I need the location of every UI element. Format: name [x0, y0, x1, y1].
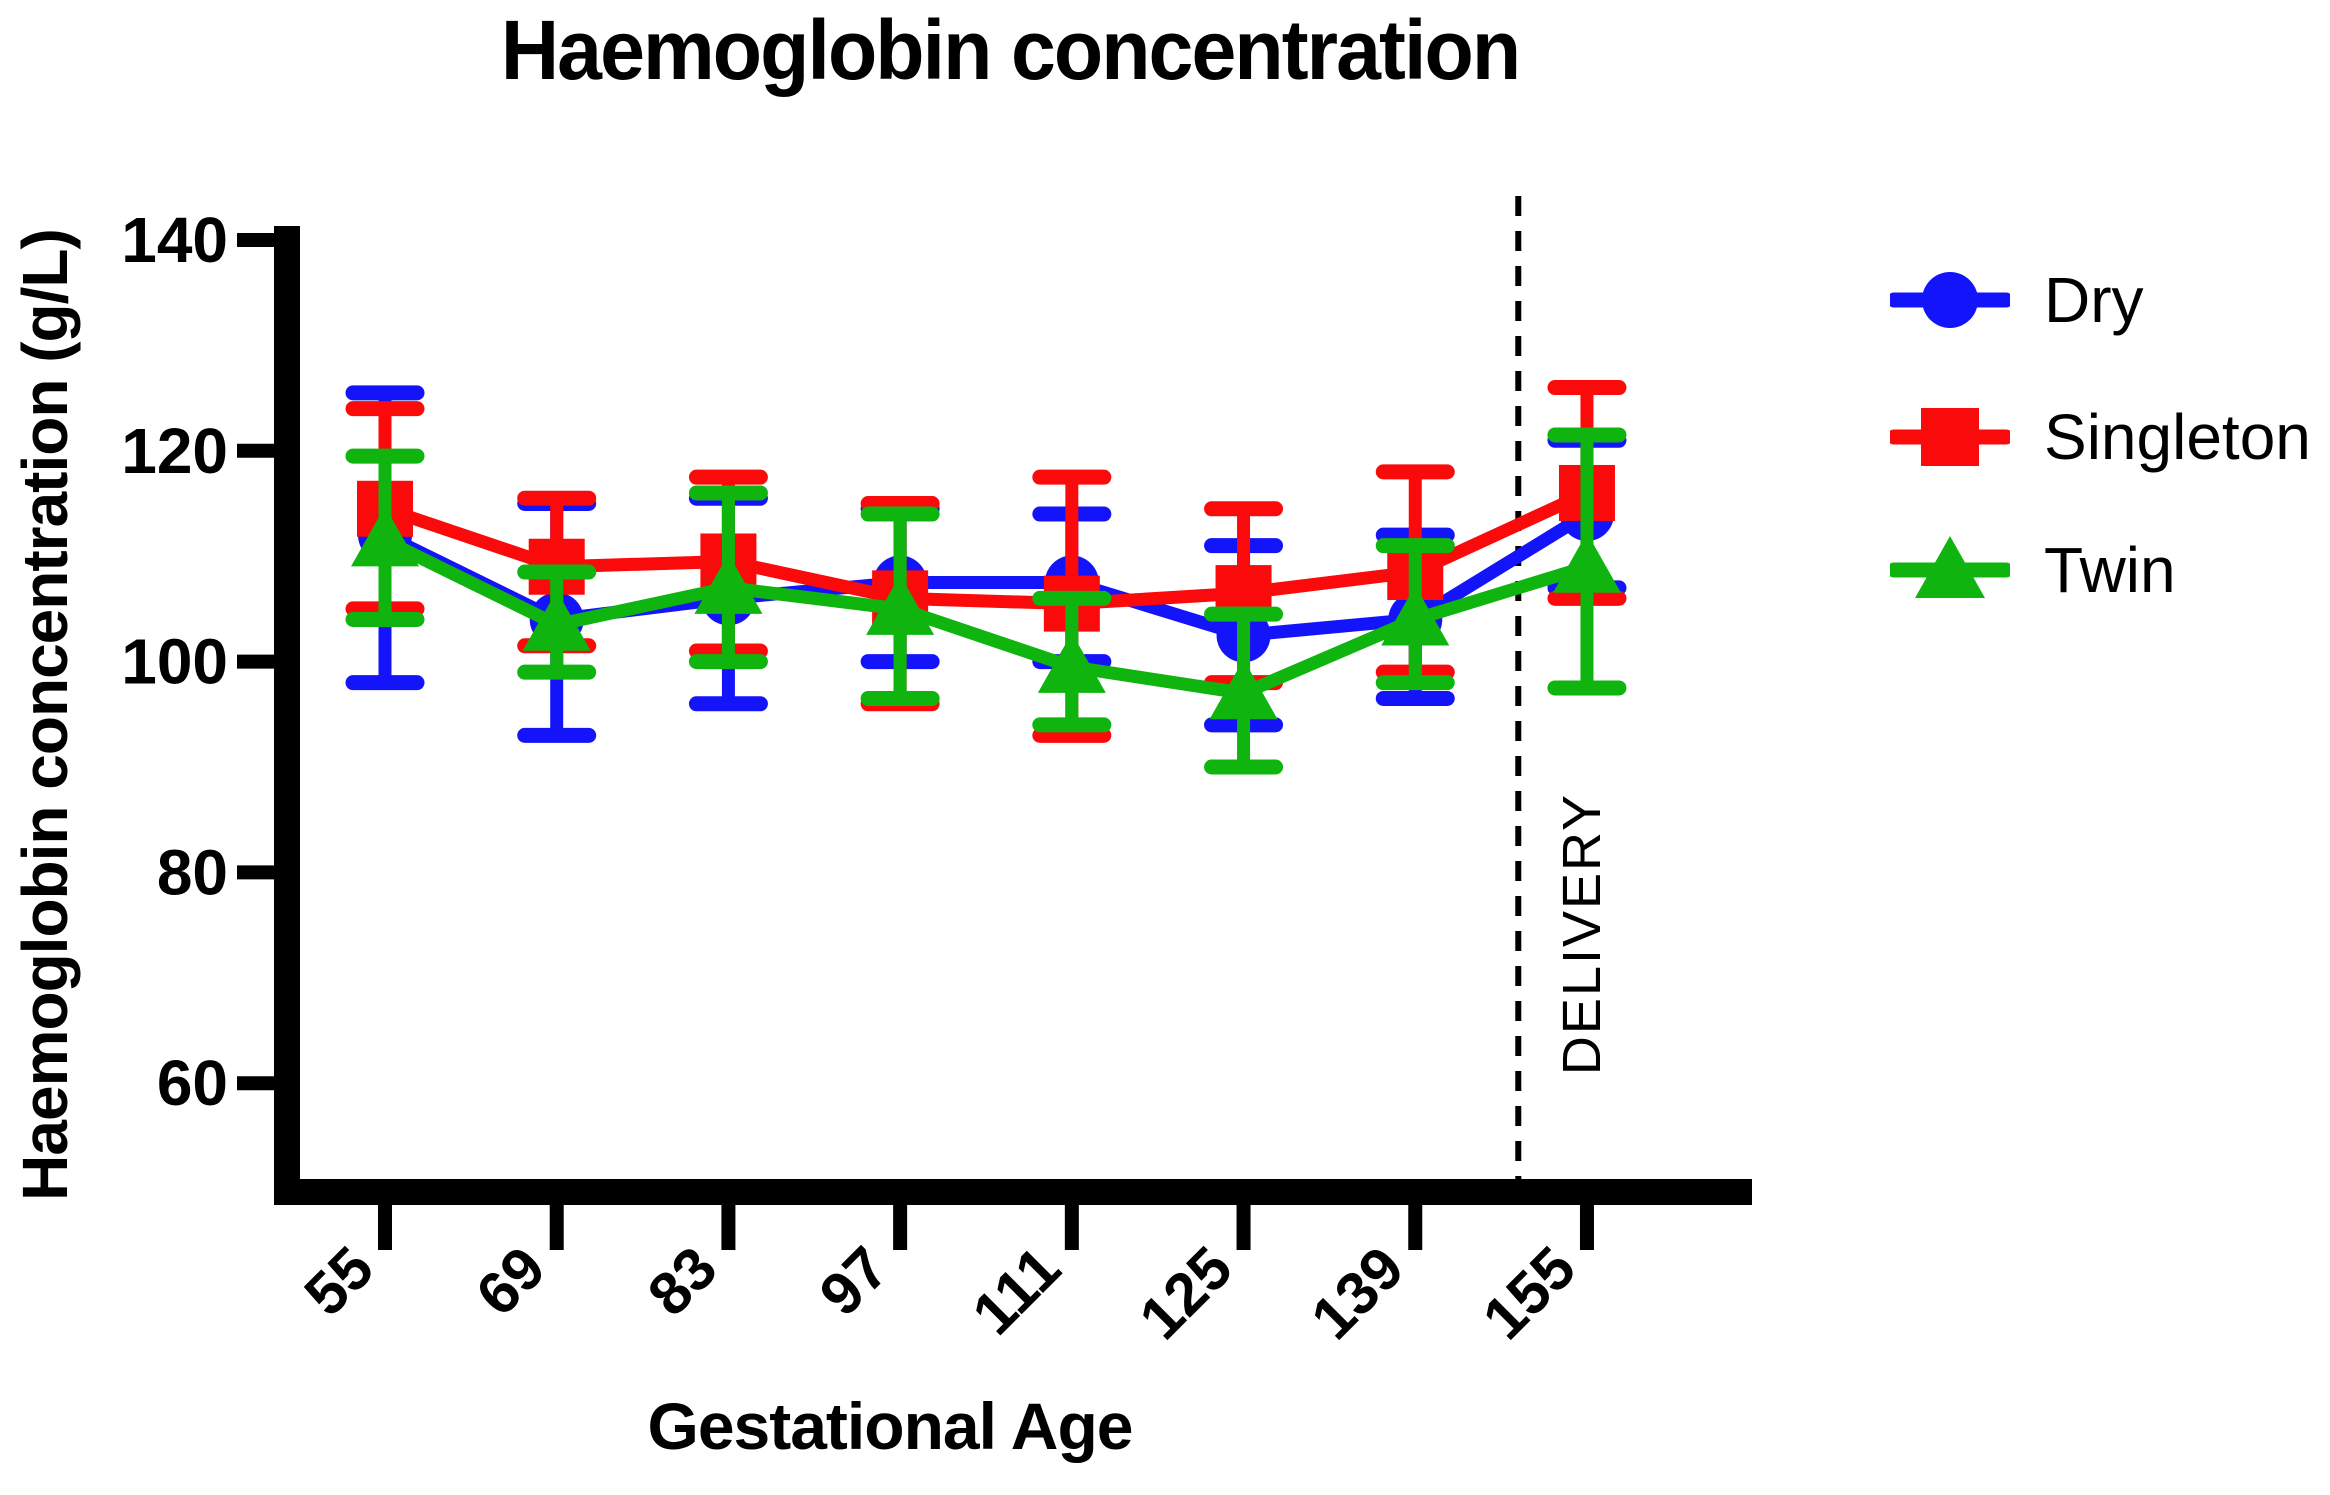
- y-tick-label: 80: [157, 836, 228, 908]
- triangle-icon: [1886, 536, 2014, 598]
- y-tick-label: 100: [121, 626, 228, 698]
- legend-item-singleton: Singleton: [1886, 389, 2311, 485]
- x-tick-label: 83: [635, 1234, 730, 1329]
- legend-item-twin: Twin: [1886, 522, 2176, 618]
- x-tick-label: 139: [1298, 1234, 1416, 1352]
- x-tick-label: 55: [292, 1234, 387, 1329]
- twin-marker: [351, 506, 419, 567]
- legend-label-twin: Twin: [2044, 534, 2176, 606]
- twin-marker: [1381, 585, 1450, 646]
- twin-triangle-marker-icon: [1886, 522, 2014, 618]
- dry-circle-marker-icon: [1886, 252, 2014, 348]
- twin-marker: [694, 553, 763, 614]
- square-icon: [1886, 408, 2014, 466]
- x-axis-title: Gestational Age: [647, 1389, 1134, 1463]
- twin-marker: [866, 574, 935, 635]
- twin-marker: [1209, 659, 1278, 720]
- x-tick-label: 125: [1127, 1234, 1245, 1352]
- y-tick-label: 140: [121, 204, 228, 276]
- y-tick-label: 120: [121, 415, 228, 487]
- circle-icon: [1886, 272, 2014, 328]
- y-tick-label: 60: [157, 1047, 228, 1119]
- x-tick-label: 69: [463, 1234, 558, 1329]
- legend-item-dry: Dry: [1886, 252, 2144, 348]
- twin-marker: [522, 590, 591, 651]
- legend-label-singleton: Singleton: [2044, 401, 2311, 473]
- x-tick-label: 111: [960, 1234, 1073, 1347]
- chart-title: Haemoglobin concentration: [500, 3, 1521, 97]
- y-axis-title: Haemoglobin concentration (g/L): [9, 229, 81, 1201]
- x-tick-label: 97: [807, 1234, 902, 1329]
- legend-label-dry: Dry: [2044, 264, 2144, 336]
- x-tick-label: 155: [1470, 1234, 1588, 1352]
- delivery-annotation-label: DELIVERY: [1552, 792, 1612, 1076]
- singleton-square-marker-icon: [1886, 389, 2014, 485]
- twin-marker: [1037, 632, 1106, 693]
- twin-series-line: [382, 534, 1589, 700]
- twin-marker: [1552, 532, 1621, 593]
